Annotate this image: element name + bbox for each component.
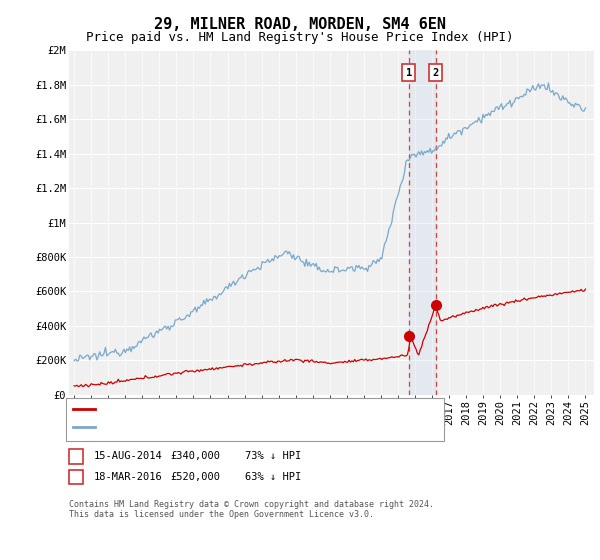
Bar [409,50,436,395]
Text: 1: 1 [73,451,79,461]
Text: Contains HM Land Registry data © Crown copyright and database right 2024.
This d: Contains HM Land Registry data © Crown c… [69,500,434,519]
Text: 63% ↓ HPI: 63% ↓ HPI [245,472,302,482]
Text: 18-MAR-2016: 18-MAR-2016 [94,472,163,482]
Text: 15-AUG-2014: 15-AUG-2014 [94,451,163,461]
Text: 2: 2 [433,68,439,78]
Text: 2: 2 [73,472,79,482]
Text: Price paid vs. HM Land Registry's House Price Index (HPI): Price paid vs. HM Land Registry's House … [86,31,514,44]
Text: 73% ↓ HPI: 73% ↓ HPI [245,451,302,461]
Text: HPI: Average price, detached house, Merton: HPI: Average price, detached house, Mert… [101,422,364,432]
Text: £340,000: £340,000 [170,451,220,461]
Text: 29, MILNER ROAD, MORDEN, SM4 6EN: 29, MILNER ROAD, MORDEN, SM4 6EN [154,17,446,32]
Text: 29, MILNER ROAD, MORDEN, SM4 6EN (detached house): 29, MILNER ROAD, MORDEN, SM4 6EN (detach… [101,404,407,414]
Text: 1: 1 [406,68,412,78]
Text: £520,000: £520,000 [170,472,220,482]
